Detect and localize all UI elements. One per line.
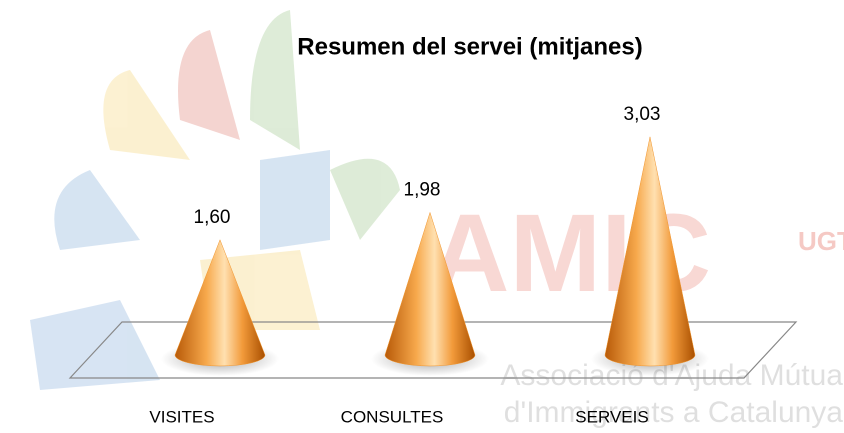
x-tick-label: VISITES <box>149 407 214 426</box>
x-tick-label: CONSULTES <box>341 407 444 426</box>
hand-shape <box>54 170 140 250</box>
data-label: 1,60 <box>194 207 231 228</box>
hand-shape <box>30 300 160 390</box>
watermark-text-line: d'Immigrants a Catalunya <box>504 396 844 429</box>
data-label: 3,03 <box>624 104 661 125</box>
chart-title: Resumen del servei (mitjanes) <box>297 33 642 60</box>
watermark-logo-small: UGT <box>798 226 844 256</box>
hand-shape <box>260 150 330 250</box>
hand-shape <box>103 70 190 160</box>
hand-shape <box>178 30 240 140</box>
data-label: 1,98 <box>404 179 441 200</box>
x-tick-label: SERVEIS <box>575 407 648 426</box>
chart: AMIC UGT Associació d'Ajuda Mútua d'Immi… <box>0 0 844 433</box>
hand-shape <box>250 10 300 150</box>
hand-shape <box>330 159 400 240</box>
